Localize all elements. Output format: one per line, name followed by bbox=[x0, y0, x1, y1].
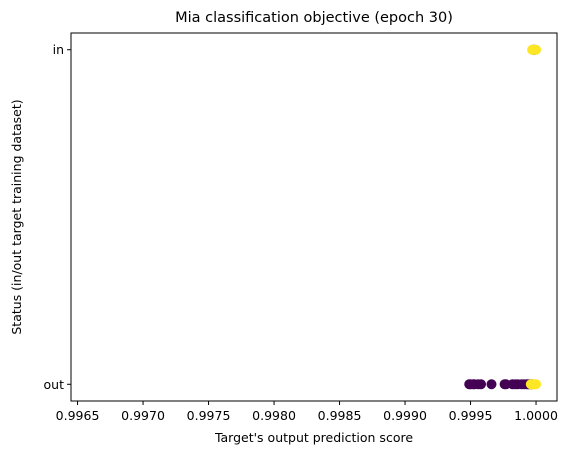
x-axis-label: Target's output prediction score bbox=[214, 430, 413, 445]
plot-frame bbox=[70, 32, 558, 402]
x-tick-label: 0.9985 bbox=[318, 408, 362, 423]
data-point bbox=[486, 379, 497, 390]
data-point bbox=[531, 379, 542, 390]
x-tick-label: 0.9990 bbox=[383, 408, 427, 423]
x-tick-label: 0.9965 bbox=[56, 408, 100, 423]
data-point bbox=[531, 44, 542, 55]
x-tick-label: 1.0000 bbox=[514, 408, 558, 423]
y-axis-ticks: out in bbox=[44, 42, 71, 392]
x-tick-label: 0.9975 bbox=[187, 408, 231, 423]
data-point bbox=[476, 379, 487, 390]
points-layer bbox=[464, 44, 542, 390]
x-tick-label: 0.9970 bbox=[121, 408, 165, 423]
y-tick-label: out bbox=[44, 377, 65, 392]
x-tick-label: 0.9980 bbox=[252, 408, 296, 423]
x-axis-ticks: 0.9965 0.9970 0.9975 0.9980 0.9985 0.9990 0.99… bbox=[56, 401, 558, 423]
x-tick-label: 0.9995 bbox=[449, 408, 493, 423]
y-axis-label: Status (in/out target training dataset) bbox=[9, 99, 24, 334]
chart-title: Mia classification objective (epoch 30) bbox=[175, 10, 453, 26]
y-tick-label: in bbox=[53, 42, 64, 57]
